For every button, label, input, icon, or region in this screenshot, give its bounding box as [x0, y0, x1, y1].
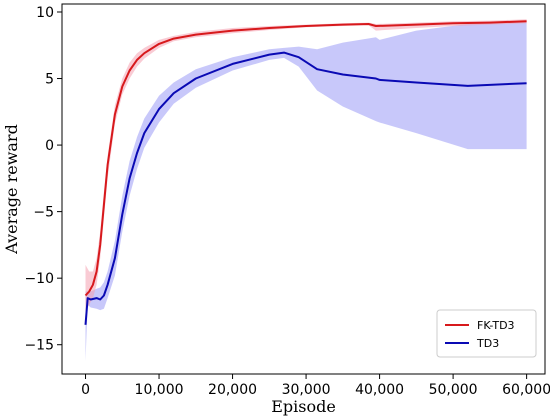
x-axis-ticks: 0 10,000 20,000 30,000 40,000 50,000 60,000	[81, 374, 550, 398]
x-axis-title: Episode	[271, 397, 336, 416]
legend-label-fk-td3: FK-TD3	[477, 319, 515, 332]
legend-box	[436, 309, 537, 358]
y-tick-label: −5	[33, 205, 54, 221]
legend: FK-TD3 TD3	[436, 309, 537, 358]
y-tick-label: 5	[45, 72, 54, 88]
line-td3	[84, 51, 527, 325]
line-fk-td3	[84, 20, 527, 297]
x-tick-label: 50,000	[429, 382, 478, 398]
x-tick-label: 20,000	[208, 382, 257, 398]
y-axis-title: Average reward	[2, 124, 21, 255]
plot-area-frame	[61, 3, 546, 375]
x-tick-label: 0	[81, 382, 90, 398]
y-tick-label: −10	[24, 271, 54, 287]
x-tick-label: 40,000	[355, 382, 404, 398]
series-lines	[84, 20, 527, 325]
legend-label-td3: TD3	[476, 337, 499, 350]
x-tick-label: 10,000	[135, 382, 184, 398]
band-td3	[85, 21, 527, 361]
confidence-bands	[85, 19, 527, 361]
x-tick-label: 60,000	[502, 382, 550, 398]
y-tick-label: 0	[45, 138, 54, 154]
x-tick-label: 30,000	[282, 382, 331, 398]
y-axis-ticks: −15 −10 −5 0 5 10	[24, 5, 62, 354]
y-tick-label: −15	[24, 338, 54, 354]
y-tick-label: 10	[36, 5, 54, 21]
